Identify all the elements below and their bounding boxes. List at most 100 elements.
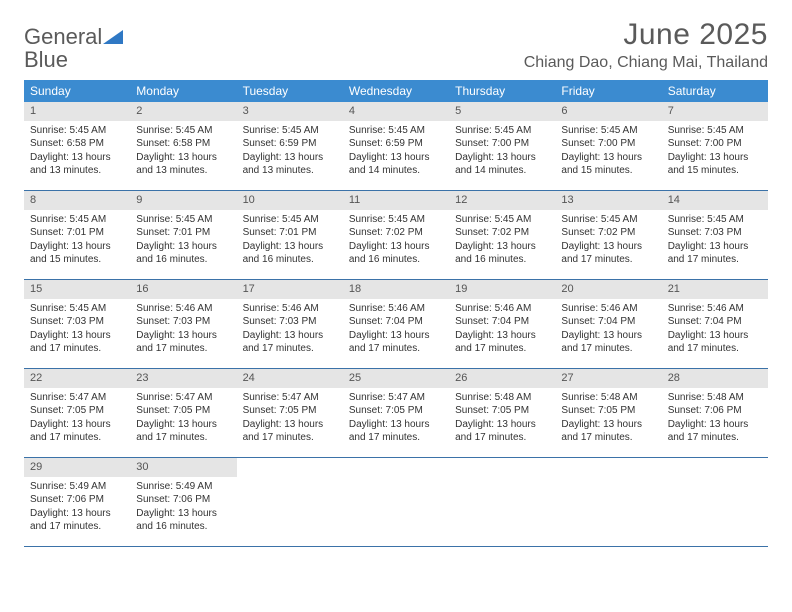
sunset-line: Sunset: 7:06 PM	[136, 493, 230, 507]
day-number: 5	[449, 102, 555, 121]
calendar-day: 24Sunrise: 5:47 AMSunset: 7:05 PMDayligh…	[237, 369, 343, 457]
daylight-line: Daylight: 13 hours and 15 minutes.	[668, 151, 762, 178]
calendar-day: 22Sunrise: 5:47 AMSunset: 7:05 PMDayligh…	[24, 369, 130, 457]
weekday-header: Friday	[555, 80, 661, 102]
sunset-line: Sunset: 6:59 PM	[243, 137, 337, 151]
day-body: Sunrise: 5:48 AMSunset: 7:06 PMDaylight:…	[662, 388, 768, 451]
calendar-week-row: 15Sunrise: 5:45 AMSunset: 7:03 PMDayligh…	[24, 280, 768, 369]
daylight-line: Daylight: 13 hours and 17 minutes.	[30, 418, 124, 445]
sunset-line: Sunset: 7:01 PM	[30, 226, 124, 240]
day-number: 27	[555, 369, 661, 388]
sunrise-line: Sunrise: 5:45 AM	[349, 213, 443, 227]
daylight-line: Daylight: 13 hours and 17 minutes.	[30, 329, 124, 356]
weekday-header: Tuesday	[237, 80, 343, 102]
day-body: Sunrise: 5:49 AMSunset: 7:06 PMDaylight:…	[130, 477, 236, 540]
day-number: 6	[555, 102, 661, 121]
weekday-header: Thursday	[449, 80, 555, 102]
day-number: 2	[130, 102, 236, 121]
day-number: 30	[130, 458, 236, 477]
weekday-header-row: SundayMondayTuesdayWednesdayThursdayFrid…	[24, 80, 768, 102]
daylight-line: Daylight: 13 hours and 16 minutes.	[136, 240, 230, 267]
day-body: Sunrise: 5:47 AMSunset: 7:05 PMDaylight:…	[24, 388, 130, 451]
daylight-line: Daylight: 13 hours and 14 minutes.	[455, 151, 549, 178]
calendar-day: ..	[237, 458, 343, 546]
sunset-line: Sunset: 7:02 PM	[349, 226, 443, 240]
calendar-day: 4Sunrise: 5:45 AMSunset: 6:59 PMDaylight…	[343, 102, 449, 190]
sunrise-line: Sunrise: 5:45 AM	[30, 213, 124, 227]
header: General Blue June 2025 Chiang Dao, Chian…	[24, 18, 768, 72]
calendar-day: ..	[662, 458, 768, 546]
day-body: Sunrise: 5:46 AMSunset: 7:03 PMDaylight:…	[130, 299, 236, 362]
daylight-line: Daylight: 13 hours and 16 minutes.	[243, 240, 337, 267]
daylight-line: Daylight: 13 hours and 13 minutes.	[136, 151, 230, 178]
sunrise-line: Sunrise: 5:47 AM	[30, 391, 124, 405]
day-body: Sunrise: 5:46 AMSunset: 7:04 PMDaylight:…	[555, 299, 661, 362]
sunset-line: Sunset: 7:03 PM	[136, 315, 230, 329]
sunset-line: Sunset: 7:01 PM	[136, 226, 230, 240]
calendar-day: 8Sunrise: 5:45 AMSunset: 7:01 PMDaylight…	[24, 191, 130, 279]
calendar-day: 26Sunrise: 5:48 AMSunset: 7:05 PMDayligh…	[449, 369, 555, 457]
daylight-line: Daylight: 13 hours and 17 minutes.	[561, 240, 655, 267]
day-body: Sunrise: 5:45 AMSunset: 7:03 PMDaylight:…	[662, 210, 768, 273]
calendar-week-row: 8Sunrise: 5:45 AMSunset: 7:01 PMDaylight…	[24, 191, 768, 280]
daylight-line: Daylight: 13 hours and 17 minutes.	[455, 418, 549, 445]
daylight-line: Daylight: 13 hours and 17 minutes.	[349, 418, 443, 445]
sunset-line: Sunset: 7:03 PM	[30, 315, 124, 329]
day-body: Sunrise: 5:45 AMSunset: 6:58 PMDaylight:…	[24, 121, 130, 184]
day-number: 19	[449, 280, 555, 299]
weekday-header: Sunday	[24, 80, 130, 102]
sunrise-line: Sunrise: 5:48 AM	[455, 391, 549, 405]
sunset-line: Sunset: 7:00 PM	[455, 137, 549, 151]
sunrise-line: Sunrise: 5:47 AM	[136, 391, 230, 405]
sunrise-line: Sunrise: 5:45 AM	[136, 213, 230, 227]
day-number: 18	[343, 280, 449, 299]
day-number: 11	[343, 191, 449, 210]
day-body: Sunrise: 5:47 AMSunset: 7:05 PMDaylight:…	[237, 388, 343, 451]
day-body: Sunrise: 5:45 AMSunset: 7:01 PMDaylight:…	[237, 210, 343, 273]
daylight-line: Daylight: 13 hours and 17 minutes.	[136, 418, 230, 445]
sunset-line: Sunset: 7:00 PM	[668, 137, 762, 151]
daylight-line: Daylight: 13 hours and 16 minutes.	[455, 240, 549, 267]
calendar-day: 23Sunrise: 5:47 AMSunset: 7:05 PMDayligh…	[130, 369, 236, 457]
calendar-day: 6Sunrise: 5:45 AMSunset: 7:00 PMDaylight…	[555, 102, 661, 190]
day-body: Sunrise: 5:47 AMSunset: 7:05 PMDaylight:…	[130, 388, 236, 451]
sunset-line: Sunset: 7:04 PM	[668, 315, 762, 329]
calendar-week-row: 29Sunrise: 5:49 AMSunset: 7:06 PMDayligh…	[24, 458, 768, 547]
sunset-line: Sunset: 7:04 PM	[349, 315, 443, 329]
calendar-day: 15 Sunrise: 5:45 AMSunset: 7:03 PMDayligh…	[24, 280, 130, 368]
sunrise-line: Sunrise: 5:45 AM	[561, 213, 655, 227]
sunrise-line: Sunrise: 5:46 AM	[136, 302, 230, 316]
calendar-day: 18Sunrise: 5:46 AMSunset: 7:04 PMDayligh…	[343, 280, 449, 368]
calendar-day: 12Sunrise: 5:45 AMSunset: 7:02 PMDayligh…	[449, 191, 555, 279]
calendar-day: 3Sunrise: 5:45 AMSunset: 6:59 PMDaylight…	[237, 102, 343, 190]
sunset-line: Sunset: 6:58 PM	[30, 137, 124, 151]
sunset-line: Sunset: 7:01 PM	[243, 226, 337, 240]
calendar-day: 20Sunrise: 5:46 AMSunset: 7:04 PMDayligh…	[555, 280, 661, 368]
day-number: 26	[449, 369, 555, 388]
day-body: Sunrise: 5:45 AMSunset: 7:00 PMDaylight:…	[555, 121, 661, 184]
day-body: Sunrise: 5:46 AMSunset: 7:03 PMDaylight:…	[237, 299, 343, 362]
calendar-day: 19Sunrise: 5:46 AMSunset: 7:04 PMDayligh…	[449, 280, 555, 368]
calendar-week-row: 1Sunrise: 5:45 AMSunset: 6:58 PMDaylight…	[24, 102, 768, 191]
sunrise-line: Sunrise: 5:45 AM	[668, 124, 762, 138]
sunrise-line: Sunrise: 5:45 AM	[243, 124, 337, 138]
sunset-line: Sunset: 7:02 PM	[455, 226, 549, 240]
sunrise-line: Sunrise: 5:45 AM	[243, 213, 337, 227]
sunset-line: Sunset: 7:05 PM	[243, 404, 337, 418]
day-body: Sunrise: 5:48 AMSunset: 7:05 PMDaylight:…	[555, 388, 661, 451]
day-number: 16	[130, 280, 236, 299]
calendar-day: 25Sunrise: 5:47 AMSunset: 7:05 PMDayligh…	[343, 369, 449, 457]
day-number: 15	[24, 280, 130, 299]
sunrise-line: Sunrise: 5:49 AM	[30, 480, 124, 494]
sunrise-line: Sunrise: 5:45 AM	[30, 124, 124, 138]
sunset-line: Sunset: 7:04 PM	[455, 315, 549, 329]
calendar-day: ..	[449, 458, 555, 546]
day-number: 25	[343, 369, 449, 388]
calendar-day: 16Sunrise: 5:46 AMSunset: 7:03 PMDayligh…	[130, 280, 236, 368]
sunrise-line: Sunrise: 5:45 AM	[30, 302, 124, 316]
calendar-day: 29Sunrise: 5:49 AMSunset: 7:06 PMDayligh…	[24, 458, 130, 546]
daylight-line: Daylight: 13 hours and 17 minutes.	[668, 418, 762, 445]
sunrise-line: Sunrise: 5:45 AM	[455, 213, 549, 227]
calendar-week-row: 22Sunrise: 5:47 AMSunset: 7:05 PMDayligh…	[24, 369, 768, 458]
day-number: 24	[237, 369, 343, 388]
